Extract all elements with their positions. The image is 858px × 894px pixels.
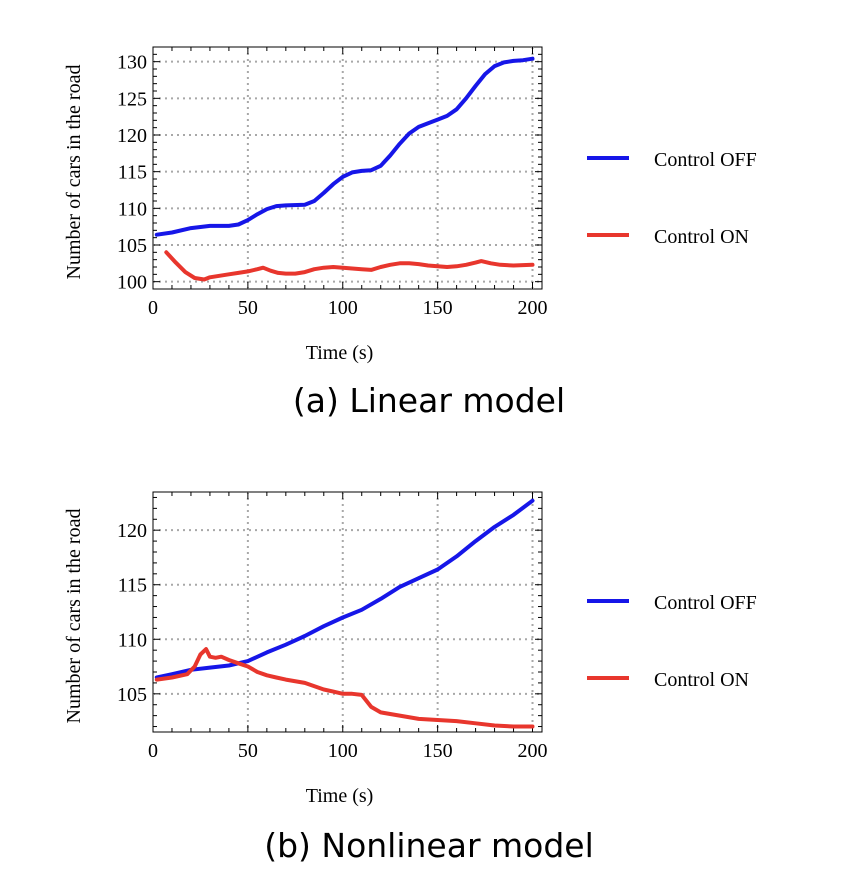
plot-frame xyxy=(152,46,543,290)
y-tick-label: 110 xyxy=(118,629,147,651)
y-tick-label: 120 xyxy=(117,520,147,542)
legend-label: Control OFF xyxy=(654,149,757,171)
series-line-control-on xyxy=(164,250,535,282)
x-tick-label: 0 xyxy=(148,740,158,762)
series-line-control-off xyxy=(154,498,535,680)
x-tick-label: 0 xyxy=(148,297,158,319)
y-tick-label: 130 xyxy=(117,52,147,74)
x-axis-label: Time (s) xyxy=(306,342,374,364)
y-tick-label: 125 xyxy=(117,88,147,110)
x-tick-label: 150 xyxy=(423,297,453,319)
chart-caption: (b) Nonlinear model xyxy=(264,826,594,865)
x-tick-label: 200 xyxy=(518,297,548,319)
plot-frame xyxy=(152,491,543,733)
legend-label: Control ON xyxy=(654,226,749,248)
x-tick-label: 200 xyxy=(518,740,548,762)
y-axis-label: Number of cars in the road xyxy=(63,65,85,280)
y-tick-label: 115 xyxy=(118,162,147,184)
y-tick-label: 105 xyxy=(117,684,147,706)
x-tick-label: 50 xyxy=(238,297,258,319)
x-tick-label: 50 xyxy=(238,740,258,762)
y-axis-label: Number of cars in the road xyxy=(63,509,85,724)
y-tick-label: 115 xyxy=(118,575,147,597)
legend-label: Control OFF xyxy=(654,592,757,614)
x-axis-label: Time (s) xyxy=(306,785,374,807)
y-tick-label: 120 xyxy=(117,125,147,147)
chart-0: 0 50 100 150 200 100 105 110 115 120 125 130 Time (s… xyxy=(63,46,757,420)
y-tick-label: 110 xyxy=(118,198,147,220)
x-tick-label: 150 xyxy=(423,740,453,762)
legend-label: Control ON xyxy=(654,669,749,691)
series-line-control-on xyxy=(154,647,535,729)
series-line-control-off xyxy=(154,56,535,237)
x-tick-label: 100 xyxy=(328,740,358,762)
y-tick-label: 100 xyxy=(117,272,147,294)
y-tick-label: 105 xyxy=(117,235,147,257)
chart-1: 0 50 100 150 200 105 110 115 120 Time (s) Number o… xyxy=(63,491,757,865)
x-tick-label: 100 xyxy=(328,297,358,319)
chart-caption: (a) Linear model xyxy=(293,381,565,420)
